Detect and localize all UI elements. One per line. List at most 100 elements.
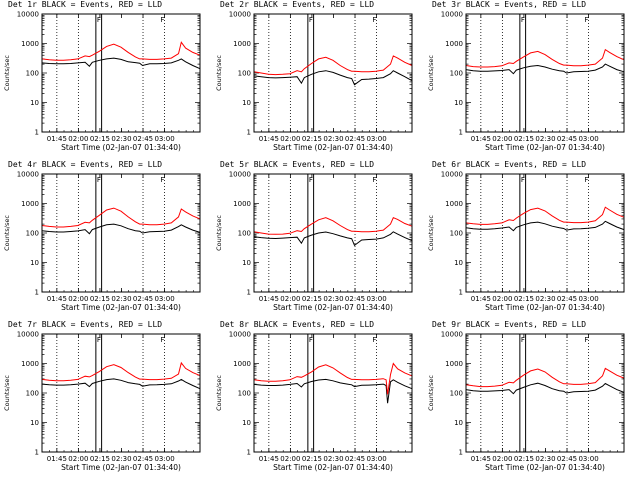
x-tick-label: 01:45 bbox=[259, 455, 279, 463]
x-tick-label: 03:00 bbox=[578, 295, 598, 303]
series-line-events bbox=[253, 70, 413, 86]
y-axis-label: Counts/sec bbox=[215, 55, 223, 91]
y-tick-label: 100 bbox=[26, 390, 39, 398]
y-tick-label: 10000 bbox=[441, 331, 463, 339]
x-tick-label: 02:00 bbox=[68, 455, 88, 463]
flag-marker: F bbox=[584, 336, 588, 344]
y-axis-label: Counts/sec bbox=[215, 215, 223, 251]
y-tick-label: 10000 bbox=[229, 11, 251, 19]
detector-panel-9: Det 9r BLACK = Events, RED = LLD 1 10 100 10… bbox=[424, 320, 636, 478]
x-tick-label: 02:15 bbox=[90, 295, 110, 303]
y-tick-label: 1 bbox=[459, 449, 463, 457]
series-line-lld bbox=[253, 55, 413, 76]
flag-marker: F bbox=[372, 176, 376, 184]
x-tick-label: 02:00 bbox=[280, 295, 300, 303]
flag-marker: F bbox=[97, 176, 101, 184]
y-tick-label: 1 bbox=[35, 449, 39, 457]
y-tick-label: 100 bbox=[238, 70, 251, 78]
y-axis-label: Counts/sec bbox=[3, 375, 11, 411]
x-tick-label: 03:00 bbox=[154, 135, 174, 143]
y-tick-label: 100 bbox=[238, 390, 251, 398]
x-tick-label: 02:00 bbox=[492, 455, 512, 463]
y-tick-label: 1 bbox=[247, 129, 251, 137]
y-tick-label: 1000 bbox=[233, 360, 251, 368]
interval-box bbox=[307, 173, 315, 293]
y-tick-label: 1 bbox=[247, 289, 251, 297]
series-line-events bbox=[465, 220, 625, 232]
series-line-lld bbox=[41, 41, 201, 61]
detector-panel-4: Det 4r BLACK = Events, RED = LLD 1 10 100 10… bbox=[0, 160, 212, 318]
series-line-lld bbox=[41, 207, 201, 228]
y-tick-label: 10 bbox=[454, 99, 463, 107]
x-tick-label: 02:00 bbox=[68, 135, 88, 143]
detector-panel-2: Det 2r BLACK = Events, RED = LLD 1 10 100 10… bbox=[212, 0, 424, 158]
y-axis-label: Counts/sec bbox=[427, 375, 435, 411]
x-tick-label: 02:45 bbox=[557, 135, 577, 143]
y-tick-label: 10 bbox=[454, 419, 463, 427]
x-axis-label: Start Time (02-Jan-07 01:34:40) bbox=[273, 463, 393, 472]
flag-marker: F bbox=[372, 16, 376, 24]
x-tick-label: 02:00 bbox=[280, 455, 300, 463]
y-tick-label: 100 bbox=[450, 230, 463, 238]
flag-marker: F bbox=[160, 336, 164, 344]
series-line-events bbox=[253, 378, 413, 404]
y-tick-label: 10 bbox=[30, 419, 39, 427]
series-line-lld bbox=[253, 217, 413, 235]
y-tick-label: 10 bbox=[30, 259, 39, 267]
x-tick-label: 02:15 bbox=[514, 455, 534, 463]
panel-title: Det 6r BLACK = Events, RED = LLD bbox=[432, 160, 587, 169]
flag-marker: F bbox=[97, 336, 101, 344]
y-tick-label: 1000 bbox=[21, 40, 39, 48]
y-tick-label: 100 bbox=[450, 390, 463, 398]
x-axis-label: Start Time (02-Jan-07 01:34:40) bbox=[273, 143, 393, 152]
plot-frame bbox=[465, 333, 625, 453]
interval-box bbox=[307, 333, 315, 453]
detector-panel-5: Det 5r BLACK = Events, RED = LLD 1 10 100 10… bbox=[212, 160, 424, 318]
flag-marker: F bbox=[160, 16, 164, 24]
x-tick-label: 03:00 bbox=[578, 455, 598, 463]
x-tick-label: 02:30 bbox=[111, 455, 131, 463]
panel-title: Det 8r BLACK = Events, RED = LLD bbox=[220, 320, 375, 329]
series-line-events bbox=[41, 223, 201, 235]
interval-box bbox=[519, 333, 527, 453]
y-tick-label: 10000 bbox=[17, 11, 39, 19]
x-tick-label: 02:30 bbox=[323, 135, 343, 143]
x-tick-label: 02:15 bbox=[514, 295, 534, 303]
series-line-lld bbox=[465, 48, 625, 68]
flag-marker: F bbox=[97, 16, 101, 24]
x-tick-label: 01:45 bbox=[47, 455, 67, 463]
y-tick-label: 10000 bbox=[17, 171, 39, 179]
detector-panel-1: Det 1r BLACK = Events, RED = LLD 1 10 100 10… bbox=[0, 0, 212, 158]
x-tick-label: 02:30 bbox=[323, 455, 343, 463]
x-axis-label: Start Time (02-Jan-07 01:34:40) bbox=[61, 143, 181, 152]
panel-title: Det 3r BLACK = Events, RED = LLD bbox=[432, 0, 587, 9]
x-axis-label: Start Time (02-Jan-07 01:34:40) bbox=[485, 303, 605, 312]
flag-marker: F bbox=[309, 176, 313, 184]
y-tick-label: 1000 bbox=[445, 360, 463, 368]
y-tick-label: 1 bbox=[459, 289, 463, 297]
x-tick-label: 02:15 bbox=[302, 455, 322, 463]
x-tick-label: 01:45 bbox=[259, 135, 279, 143]
x-tick-label: 02:00 bbox=[492, 295, 512, 303]
y-tick-label: 1 bbox=[35, 289, 39, 297]
flag-marker: F bbox=[584, 176, 588, 184]
x-tick-label: 02:30 bbox=[535, 135, 555, 143]
y-tick-label: 10000 bbox=[441, 11, 463, 19]
plot-frame bbox=[41, 173, 201, 293]
interval-box bbox=[95, 333, 103, 453]
x-tick-label: 02:15 bbox=[302, 295, 322, 303]
interval-box bbox=[95, 13, 103, 133]
detector-panel-7: Det 7r BLACK = Events, RED = LLD 1 10 100 10… bbox=[0, 320, 212, 478]
x-tick-label: 01:45 bbox=[471, 455, 491, 463]
y-tick-label: 10 bbox=[30, 99, 39, 107]
panel-title: Det 7r BLACK = Events, RED = LLD bbox=[8, 320, 163, 329]
series-line-events bbox=[465, 63, 625, 75]
y-tick-label: 100 bbox=[26, 230, 39, 238]
x-tick-label: 01:45 bbox=[47, 295, 67, 303]
flag-marker: F bbox=[521, 16, 525, 24]
